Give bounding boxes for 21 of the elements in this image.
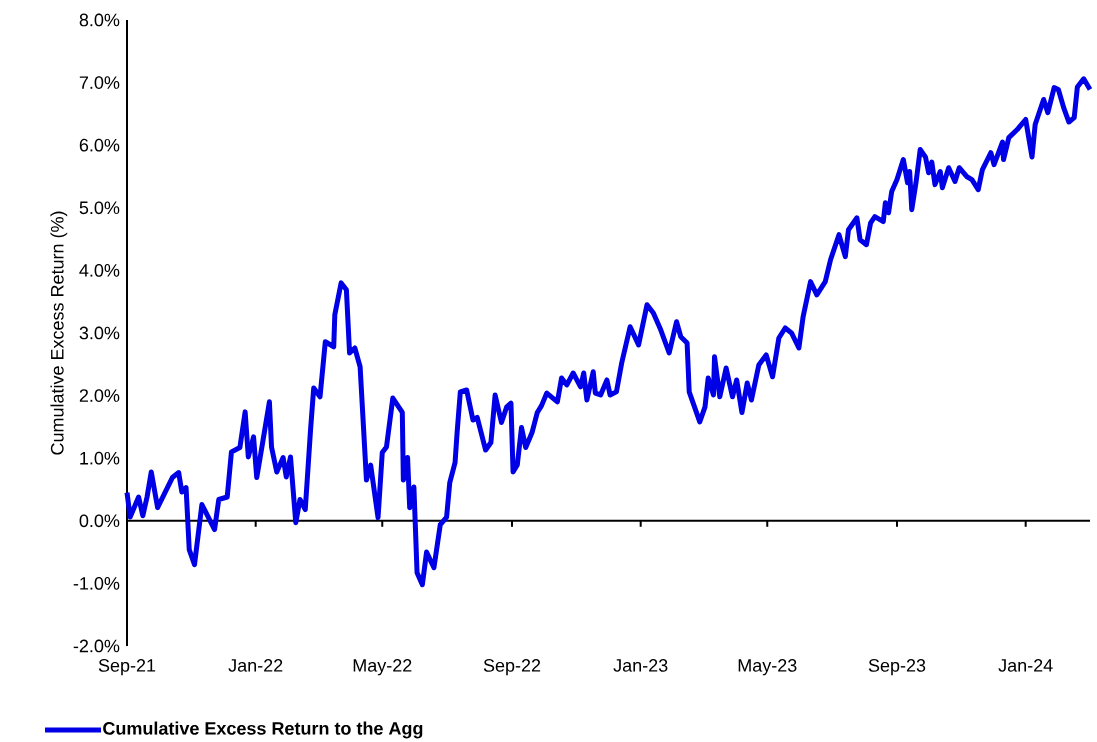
y-tick-label: 1.0% <box>80 451 120 465</box>
x-tick-label: Jan-23 <box>613 659 668 672</box>
legend-label: Cumulative Excess Return to the Agg <box>103 721 423 739</box>
y-tick-label: 4.0% <box>79 264 120 277</box>
y-axis-title: Cumulative Excess Return (%) <box>50 211 68 455</box>
x-tick-label: Sep-21 <box>98 659 156 676</box>
x-tick-label: Sep-23 <box>868 659 926 676</box>
y-tick-label: -1.0% <box>73 577 120 590</box>
y-tick-label: 5.0% <box>79 201 120 215</box>
y-tick-label: 6.0% <box>79 138 120 152</box>
x-tick-label: Jan-22 <box>228 659 283 672</box>
x-tick-label: May-23 <box>738 659 797 676</box>
y-tick-label: 8.0% <box>79 13 120 27</box>
x-tick-label: Sep-22 <box>483 659 541 676</box>
y-tick-label: 0.0% <box>79 514 120 528</box>
x-tick-label: Jan-24 <box>998 659 1053 672</box>
y-tick-label: 2.0% <box>79 389 120 402</box>
y-tick-label: -2.0% <box>73 639 120 653</box>
x-tick-label: May-22 <box>353 659 412 676</box>
y-tick-label: 3.0% <box>79 326 120 340</box>
y-tick-label: 7.0% <box>79 76 120 89</box>
